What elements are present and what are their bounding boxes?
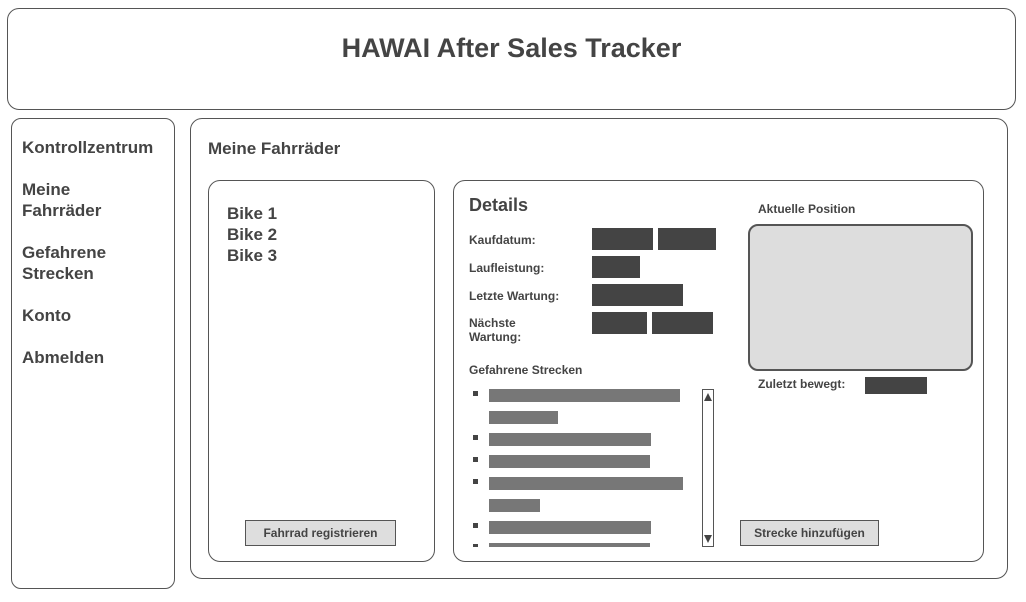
route-list — [469, 387, 701, 547]
triangle-up-icon[interactable] — [704, 393, 712, 401]
purchase-date-label: Kaufdatum: — [469, 233, 536, 247]
mileage-label: Laufleistung: — [469, 261, 545, 275]
last-moved-value-redacted — [865, 377, 927, 394]
bike-list-item[interactable]: Bike 2 — [227, 225, 278, 244]
last-moved-label: Zuletzt bewegt: — [758, 377, 846, 391]
purchase-date-value-redacted — [592, 228, 653, 250]
route-list-item[interactable] — [489, 433, 651, 446]
bike-list-item[interactable]: Bike 3 — [227, 246, 278, 265]
route-list-item[interactable] — [489, 543, 650, 547]
next-service-value-redacted — [592, 312, 647, 334]
route-list-scrollbar[interactable] — [702, 389, 714, 547]
current-position-label: Aktuelle Position — [758, 202, 856, 216]
app-title: HAWAI After Sales Tracker — [341, 33, 682, 63]
mileage-value-redacted — [592, 256, 640, 278]
last-service-value-redacted — [592, 284, 683, 306]
page-title: Meine Fahrräder — [208, 139, 341, 158]
details-panel: Details Kaufdatum: Laufleistung: Letzte … — [453, 180, 984, 562]
route-list-item-continued[interactable] — [489, 411, 558, 424]
sidebar: Kontrollzentrum Meine Fahrräder Gefahren… — [11, 118, 175, 589]
purchase-date-value-redacted — [658, 228, 716, 250]
route-list-item[interactable] — [489, 477, 683, 490]
list-bullet — [473, 544, 478, 547]
next-service-value-redacted — [652, 312, 713, 334]
bike-list-item[interactable]: Bike 1 — [227, 204, 278, 223]
sidebar-item-abmelden[interactable]: Abmelden — [22, 348, 105, 367]
last-service-label: Letzte Wartung: — [469, 289, 560, 303]
next-service-label: Nächste Wartung: — [469, 316, 522, 344]
sidebar-item-gefahrene-strecken[interactable]: Gefahrene Strecken — [22, 243, 107, 283]
list-bullet — [473, 457, 478, 462]
routes-heading: Gefahrene Strecken — [469, 363, 583, 377]
sidebar-item-meine-fahrraeder[interactable]: Meine Fahrräder — [22, 180, 102, 220]
route-list-item[interactable] — [489, 455, 650, 468]
triangle-down-icon[interactable] — [704, 535, 712, 543]
header-panel: HAWAI After Sales Tracker — [7, 8, 1016, 110]
list-bullet — [473, 479, 478, 484]
position-map[interactable] — [748, 224, 973, 371]
bike-list-panel: Bike 1 Bike 2 Bike 3 Fahrrad registriere… — [208, 180, 435, 562]
list-bullet — [473, 391, 478, 396]
list-bullet — [473, 523, 478, 528]
list-bullet — [473, 435, 478, 440]
sidebar-item-konto[interactable]: Konto — [22, 306, 72, 325]
route-list-item-continued[interactable] — [489, 499, 540, 512]
route-list-item[interactable] — [489, 521, 651, 534]
register-bike-button[interactable]: Fahrrad registrieren — [245, 520, 396, 546]
sidebar-item-kontrollzentrum[interactable]: Kontrollzentrum — [22, 138, 154, 157]
route-list-item[interactable] — [489, 389, 680, 402]
add-route-button[interactable]: Strecke hinzufügen — [740, 520, 879, 546]
details-title: Details — [469, 195, 529, 215]
